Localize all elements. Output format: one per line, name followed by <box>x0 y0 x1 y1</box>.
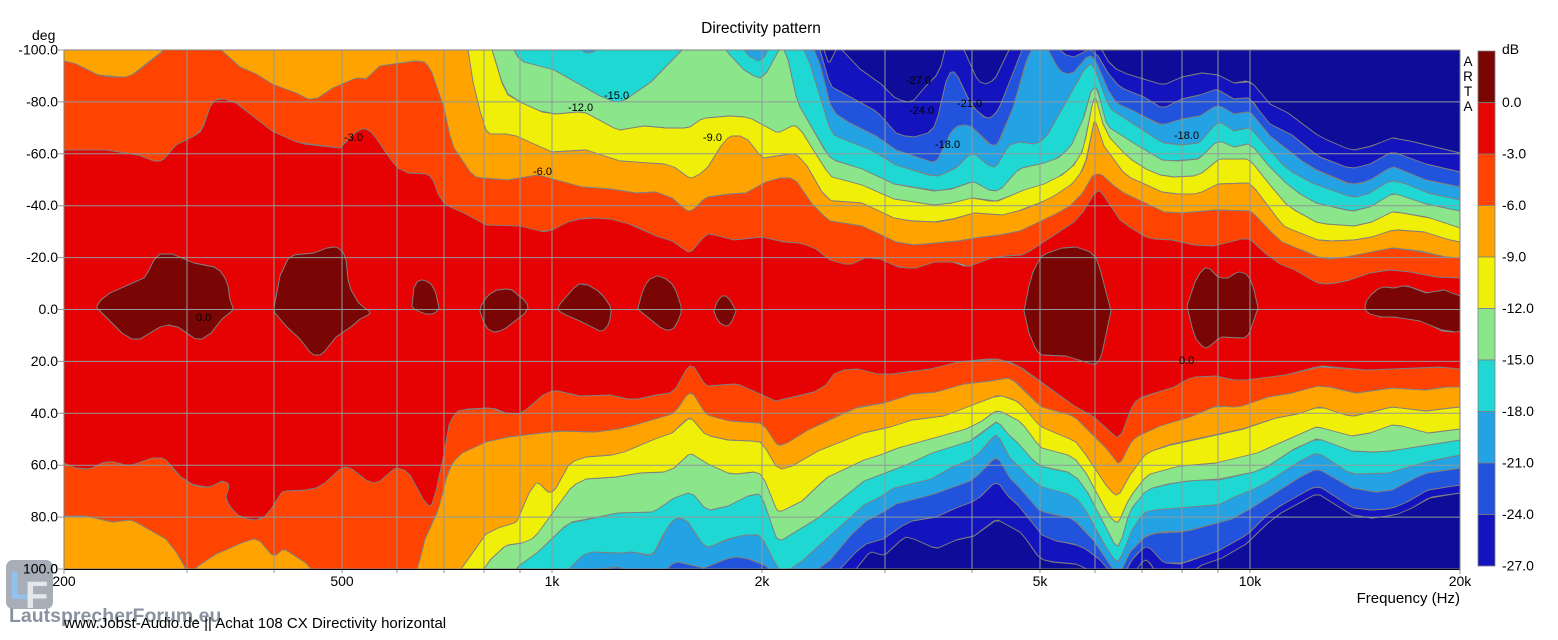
svg-text:-3.0: -3.0 <box>1502 146 1526 162</box>
svg-text:60.0: 60.0 <box>31 457 58 473</box>
svg-text:-24.0: -24.0 <box>909 105 934 117</box>
svg-text:Frequency (Hz): Frequency (Hz) <box>1357 590 1460 607</box>
svg-text:-40.0: -40.0 <box>26 197 58 213</box>
svg-text:2k: 2k <box>755 573 771 589</box>
svg-text:A: A <box>1463 99 1472 114</box>
svg-text:0.0: 0.0 <box>196 312 211 324</box>
svg-text:200: 200 <box>52 573 76 589</box>
svg-text:-6.0: -6.0 <box>1502 197 1526 213</box>
svg-text:deg: deg <box>32 27 55 43</box>
svg-text:-18.0: -18.0 <box>935 139 960 151</box>
svg-text:0.0: 0.0 <box>1179 355 1194 367</box>
svg-text:-21.0: -21.0 <box>957 98 982 110</box>
svg-text:F: F <box>25 575 48 617</box>
svg-text:LautsprecherForum.eu: LautsprecherForum.eu <box>9 605 221 627</box>
svg-text:1k: 1k <box>545 573 561 589</box>
svg-text:dB: dB <box>1502 41 1519 57</box>
svg-text:20k: 20k <box>1449 573 1473 589</box>
svg-text:20.0: 20.0 <box>31 353 58 369</box>
svg-text:0.0: 0.0 <box>39 301 59 317</box>
svg-text:-27.0: -27.0 <box>906 75 931 87</box>
svg-text:-24.0: -24.0 <box>1502 506 1534 522</box>
svg-text:www.Jobst-Audio.de || Achat: www.Jobst-Audio.de || Achat 108 CX Direc… <box>63 615 446 632</box>
svg-text:-12.0: -12.0 <box>1502 300 1534 316</box>
svg-text:-60.0: -60.0 <box>26 145 58 161</box>
svg-text:-80.0: -80.0 <box>26 93 58 109</box>
svg-text:-18.0: -18.0 <box>1502 403 1534 419</box>
svg-text:5k: 5k <box>1033 573 1049 589</box>
svg-text:10k: 10k <box>1239 573 1263 589</box>
svg-text:500: 500 <box>330 573 354 589</box>
svg-text:T: T <box>1464 84 1472 99</box>
svg-text:0.0: 0.0 <box>1502 94 1522 110</box>
svg-text:-21.0: -21.0 <box>1502 455 1534 471</box>
svg-text:-9.0: -9.0 <box>1502 249 1526 265</box>
svg-text:-20.0: -20.0 <box>26 249 58 265</box>
svg-text:R: R <box>1463 69 1473 84</box>
svg-text:-3.0: -3.0 <box>344 132 363 144</box>
svg-text:-15.0: -15.0 <box>604 90 629 102</box>
svg-text:100.0: 100.0 <box>23 561 58 577</box>
svg-text:-18.0: -18.0 <box>1174 130 1199 142</box>
svg-text:Directivity pattern: Directivity pattern <box>701 20 821 37</box>
svg-text:-15.0: -15.0 <box>1502 352 1534 368</box>
svg-text:40.0: 40.0 <box>31 405 58 421</box>
svg-text:A: A <box>1463 54 1472 69</box>
svg-text:-6.0: -6.0 <box>533 166 552 178</box>
svg-text:L: L <box>9 564 33 608</box>
svg-text:-100.0: -100.0 <box>18 42 58 58</box>
svg-text:-12.0: -12.0 <box>568 102 593 114</box>
svg-text:80.0: 80.0 <box>31 509 58 525</box>
svg-text:-9.0: -9.0 <box>703 132 722 144</box>
svg-text:-27.0: -27.0 <box>1502 558 1534 574</box>
